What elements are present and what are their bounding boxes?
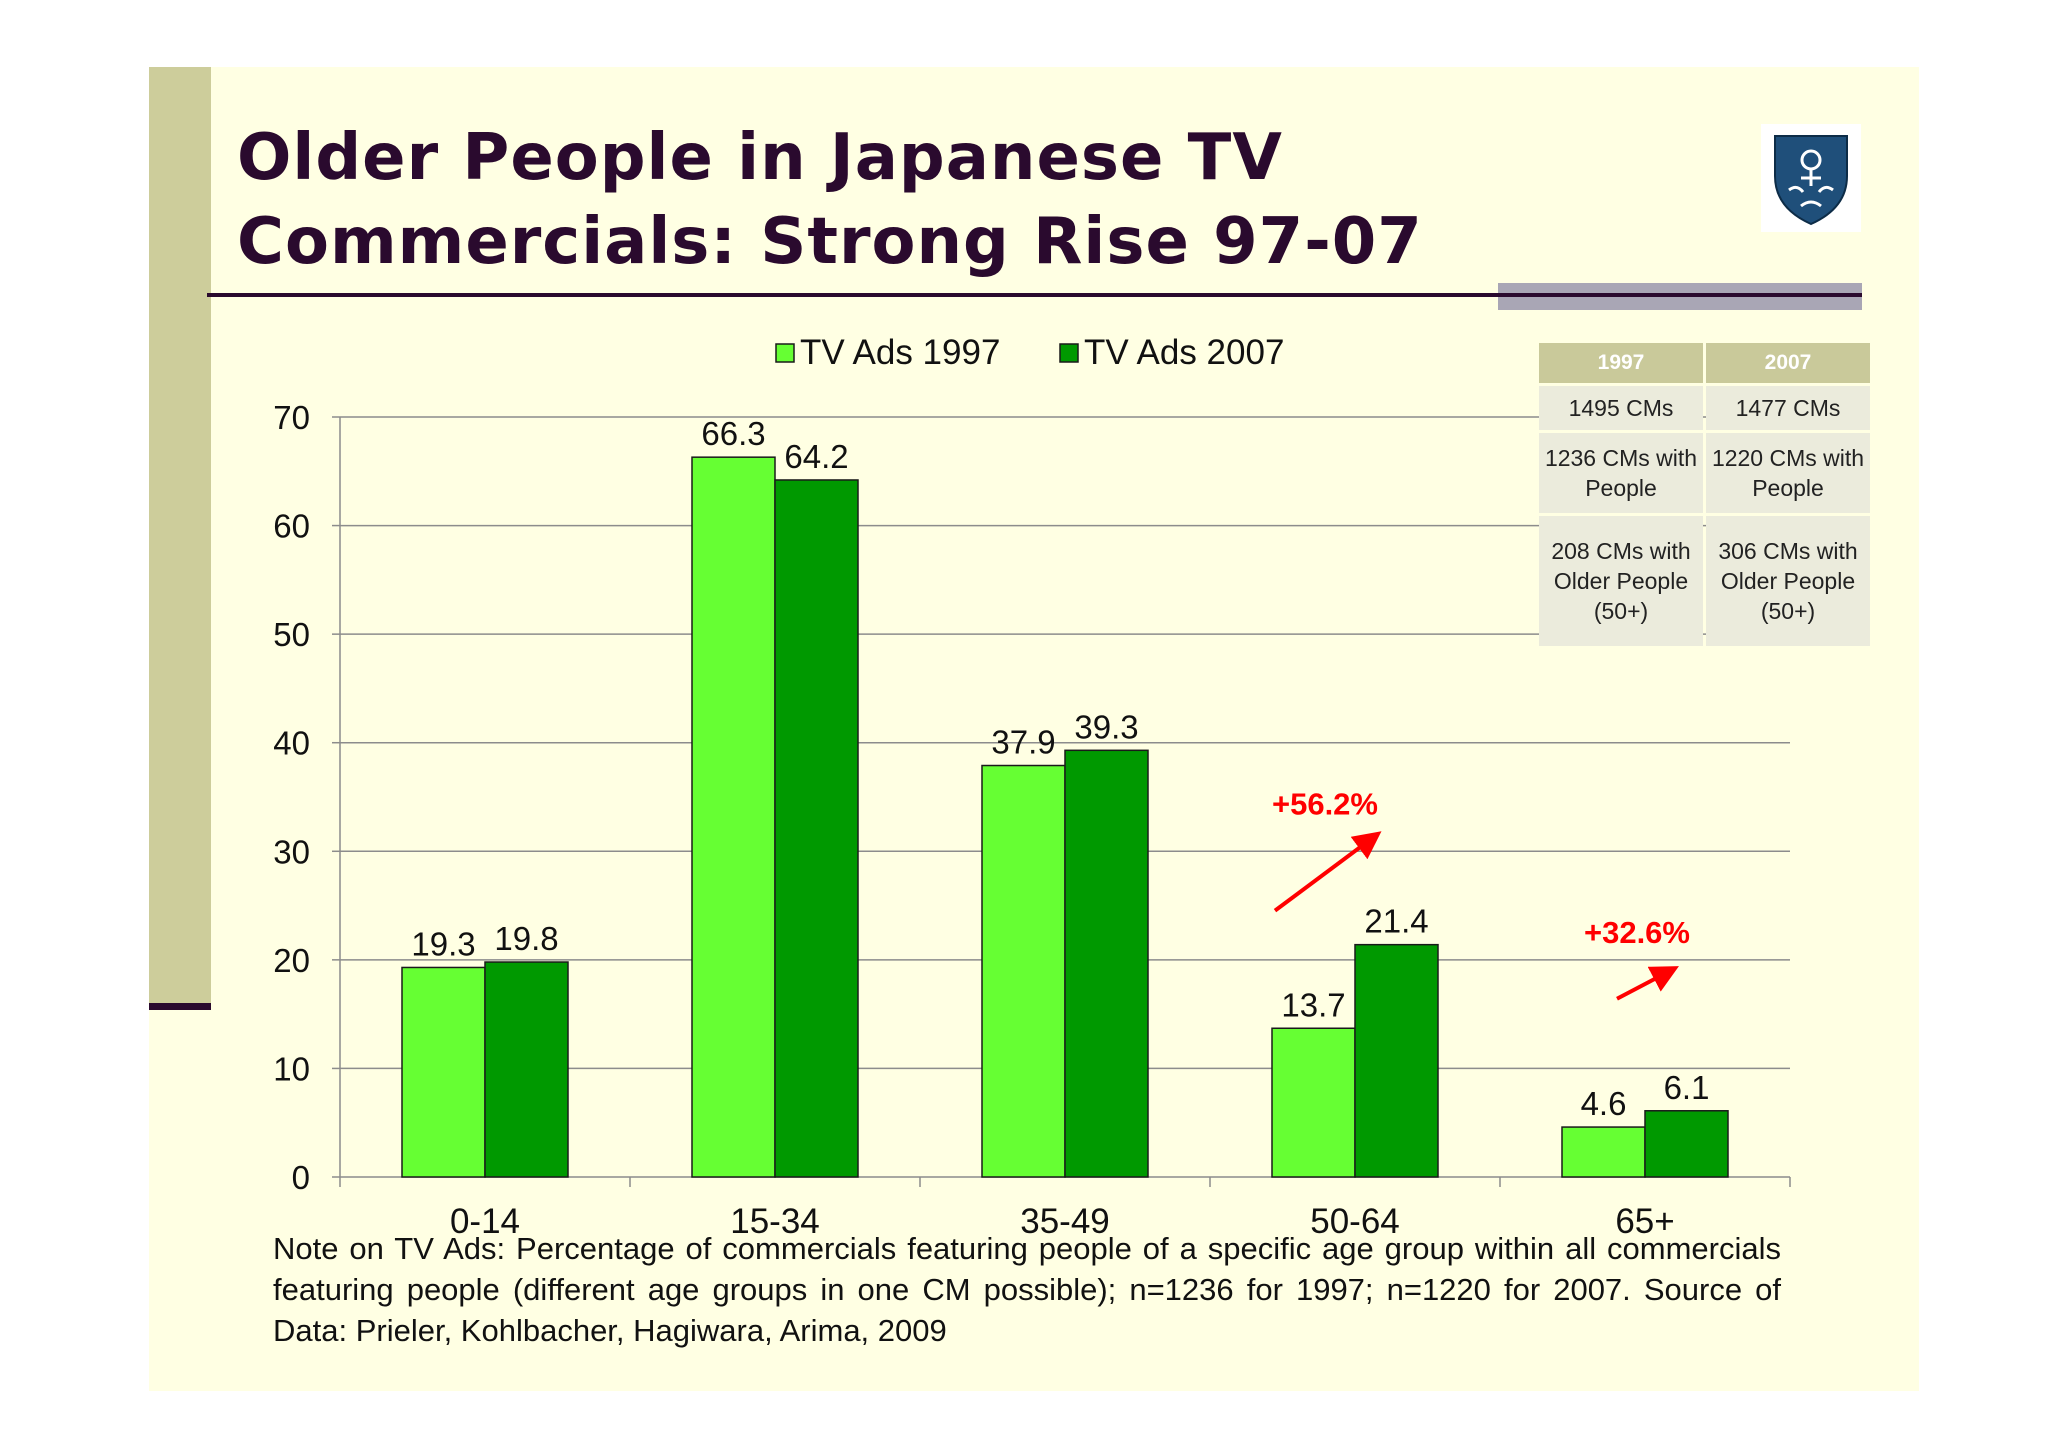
chart-data-labels: 19.3 19.8 66.3 64.2 37.9 39.3 13.7 21.4 4.6 6.1 — [411, 415, 1709, 1122]
y-tick-label: 0 — [292, 1159, 310, 1196]
growth-arrow-icon — [1616, 966, 1679, 1001]
bar-value-label: 66.3 — [701, 415, 765, 452]
legend-label: TV Ads 2007 — [1084, 333, 1284, 372]
table-header-2007: 2007 — [1706, 343, 1870, 383]
table-cell: 1236 CMs with People — [1539, 433, 1703, 513]
legend-swatch — [1059, 343, 1079, 363]
y-tick-label: 20 — [273, 942, 310, 979]
legend-label: TV Ads 1997 — [800, 333, 1000, 372]
x-tick-label: 15-34 — [730, 1202, 820, 1241]
data-source-note: Note on TV Ads: Percentage of commercial… — [273, 1231, 1781, 1348]
bar-value-label: 37.9 — [991, 724, 1055, 761]
cm-count-table: 1997 2007 1495 CMs 1477 CMs 1236 CMs wit… — [1536, 340, 1873, 649]
y-tick-label: 50 — [273, 616, 310, 653]
table-cell: 306 CMs with Older People (50+) — [1706, 516, 1870, 646]
x-tick-label: 65+ — [1615, 1202, 1674, 1241]
title-line-1: Older People in Japanese TV — [237, 121, 1283, 195]
y-tick-label: 60 — [273, 508, 310, 545]
x-tick-label: 0-14 — [450, 1202, 520, 1241]
university-crest-logo — [1761, 124, 1861, 232]
table-cell: 208 CMs with Older People (50+) — [1539, 516, 1703, 646]
table-cell: 1477 CMs — [1706, 386, 1870, 430]
bar-2007 — [1644, 1110, 1729, 1178]
legend-swatch — [775, 343, 795, 363]
bar-value-label: 39.3 — [1074, 708, 1138, 745]
title-line-2: Commercials: Strong Rise 97-07 — [237, 205, 1423, 279]
title-rule — [207, 293, 1862, 297]
bar-value-label: 19.8 — [494, 920, 558, 957]
bar-value-label: 4.6 — [1581, 1085, 1627, 1122]
y-tick-label: 40 — [273, 725, 310, 762]
bar-1997 — [981, 764, 1066, 1178]
growth-annotation-label: +56.2% — [1272, 787, 1378, 822]
bar-2007 — [1354, 943, 1439, 1178]
table-row: 1236 CMs with People 1220 CMs with Peopl… — [1539, 433, 1870, 513]
bar-1997 — [1271, 1027, 1356, 1178]
chart-bars — [401, 456, 1729, 1178]
side-accent-underline — [149, 1003, 211, 1010]
chart-legend: TV Ads 1997 TV Ads 2007 — [775, 333, 1284, 372]
table-header-1997: 1997 — [1539, 343, 1703, 383]
bar-1997 — [691, 456, 776, 1178]
bar-2007 — [1064, 749, 1149, 1178]
y-tick-label: 10 — [273, 1050, 310, 1087]
bar-2007 — [484, 961, 569, 1178]
bar-1997 — [401, 966, 486, 1178]
x-tick-label: 50-64 — [1310, 1202, 1400, 1241]
x-tick-label: 35-49 — [1020, 1202, 1110, 1241]
y-tick-label: 70 — [273, 399, 310, 436]
chart-axes: 0 10 20 30 40 50 60 70 0-14 15-34 35-49 50-64 65+ — [273, 399, 1791, 1241]
table-row: 208 CMs with Older People (50+) 306 CMs … — [1539, 516, 1870, 646]
bar-value-label: 6.1 — [1664, 1069, 1710, 1106]
crest-shield-icon — [1774, 135, 1848, 226]
table-row: 1495 CMs 1477 CMs — [1539, 386, 1870, 430]
bar-1997 — [1561, 1126, 1646, 1178]
y-tick-label: 30 — [273, 833, 310, 870]
growth-arrow-icon — [1273, 831, 1382, 913]
bar-value-label: 19.3 — [411, 925, 475, 962]
bar-value-label: 21.4 — [1364, 903, 1428, 940]
table-cell: 1220 CMs with People — [1706, 433, 1870, 513]
bar-value-label: 13.7 — [1281, 986, 1345, 1023]
slide-title: Older People in Japanese TV Commercials: … — [237, 116, 1537, 284]
growth-annotation-label: +32.6% — [1584, 915, 1690, 950]
table-cell: 1495 CMs — [1539, 386, 1703, 430]
side-accent-bar — [149, 67, 211, 1009]
chart-annotations: +56.2% +32.6% — [1272, 787, 1690, 1001]
bar-2007 — [774, 479, 859, 1178]
bar-value-label: 64.2 — [784, 438, 848, 475]
